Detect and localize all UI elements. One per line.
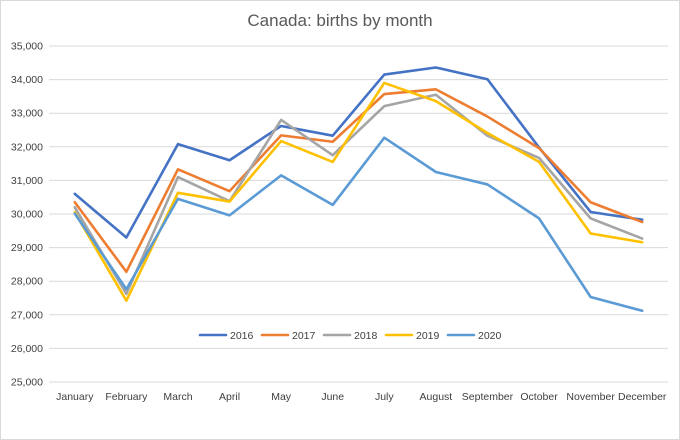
legend-label: 2018 xyxy=(354,330,378,342)
x-axis-ticks: January February March April May June July Augu… xyxy=(56,391,667,403)
series-line-2019 xyxy=(73,81,644,302)
series-line-2018 xyxy=(73,93,644,296)
legend-label: 2019 xyxy=(416,330,440,342)
y-tick-label: 31,000 xyxy=(11,175,43,187)
x-tick-label: April xyxy=(219,391,240,403)
x-tick-label: September xyxy=(462,391,514,403)
y-tick-label: 26,000 xyxy=(11,343,43,355)
x-tick-label: June xyxy=(321,391,344,403)
y-tick-label: 30,000 xyxy=(11,209,43,221)
x-tick-label: February xyxy=(105,391,148,403)
x-tick-label: March xyxy=(163,391,192,403)
chart-title: Canada: births by month xyxy=(247,11,432,30)
x-tick-label: December xyxy=(618,391,667,403)
y-tick-label: 29,000 xyxy=(11,242,43,254)
x-tick-label: October xyxy=(520,391,558,403)
y-tick-label: 35,000 xyxy=(11,41,43,53)
y-tick-label: 34,000 xyxy=(11,74,43,86)
x-tick-label: January xyxy=(56,391,94,403)
legend-label: 2016 xyxy=(230,330,254,342)
legend-label: 2020 xyxy=(478,330,502,342)
x-tick-label: May xyxy=(271,391,292,403)
x-tick-label: November xyxy=(566,391,615,403)
y-tick-label: 32,000 xyxy=(11,141,43,153)
series-lines xyxy=(73,66,644,313)
y-axis-ticks: 25,000 26,000 27,000 28,000 29,000 30,000 31,0… xyxy=(11,41,43,389)
y-tick-label: 33,000 xyxy=(11,108,43,120)
gridlines xyxy=(49,45,668,383)
y-tick-label: 27,000 xyxy=(11,309,43,321)
series-line-2020 xyxy=(73,136,644,313)
x-tick-label: August xyxy=(420,391,453,403)
legend-label: 2017 xyxy=(292,330,316,342)
series-line-2017 xyxy=(73,88,644,274)
y-tick-label: 25,000 xyxy=(11,377,43,389)
legend: 2016 2017 2018 2019 2020 xyxy=(198,330,502,342)
x-tick-label: July xyxy=(375,391,394,403)
y-tick-label: 28,000 xyxy=(11,276,43,288)
